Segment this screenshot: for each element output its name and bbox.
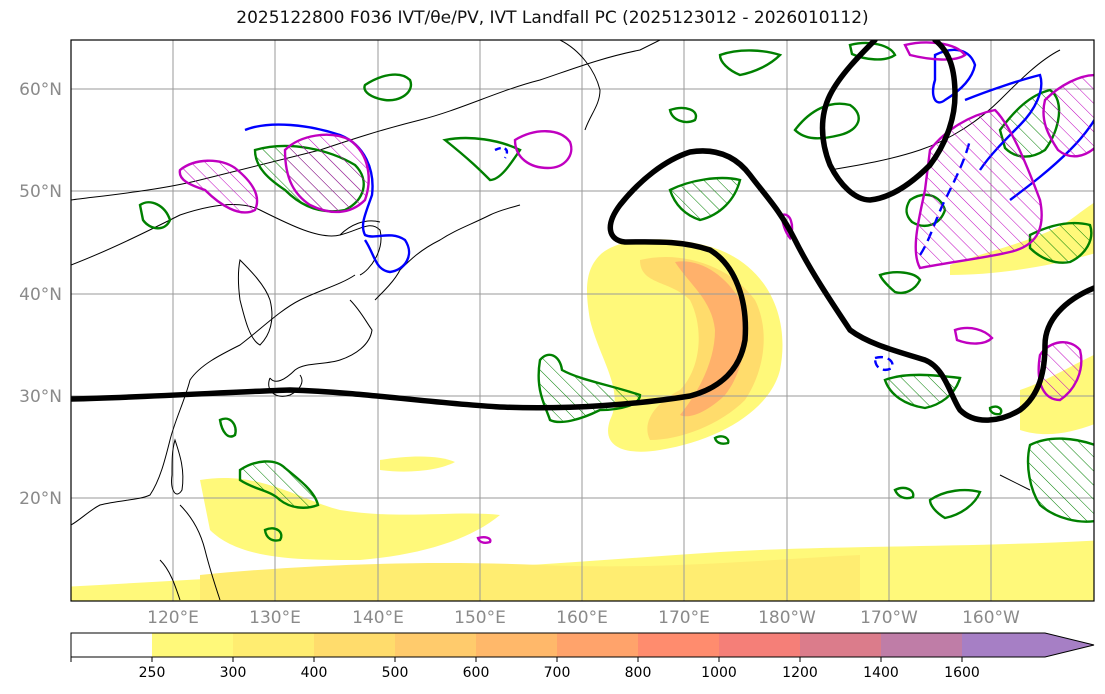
lon-label: 160°W [962, 608, 1020, 628]
colorbar-segment [71, 633, 152, 657]
colorbar-label: 1200 [782, 665, 818, 681]
lon-label: 120°E [147, 608, 199, 628]
colorbar-segment [233, 633, 314, 657]
colorbar-segment [557, 633, 638, 657]
latitude-labels: 60°N 50°N 40°N 30°N 20°N [19, 80, 62, 509]
lon-label: 180°W [758, 608, 816, 628]
lat-label: 30°N [19, 387, 62, 407]
lon-label: 150°E [454, 608, 506, 628]
colorbar-segment [881, 633, 962, 657]
lon-label: 160°E [556, 608, 608, 628]
colorbar-label: 1400 [863, 665, 899, 681]
map-frame [70, 39, 1095, 602]
lat-label: 50°N [19, 182, 62, 202]
map-title: 2025122800 F036 IVT/θe/PV, IVT Landfall … [236, 8, 869, 28]
colorbar-segment [719, 633, 800, 657]
colorbar-segment [314, 633, 395, 657]
coastlines [71, 40, 1061, 601]
lat-label: 20°N [19, 489, 62, 509]
landfall-pc-contours [178, 41, 1094, 544]
colorbar-segment [476, 633, 557, 657]
lon-label: 130°E [249, 608, 301, 628]
colorbar-label: 700 [544, 665, 571, 681]
colorbar-segment [395, 633, 476, 657]
theta-e-contours [71, 40, 1094, 423]
colorbar-segment [152, 633, 233, 657]
colorbar-segment [800, 633, 881, 657]
colorbar-segment [638, 633, 719, 657]
lon-label: 170°W [860, 608, 918, 628]
colorbar-segment [962, 633, 1094, 657]
colorbar-outline [70, 632, 1095, 658]
colorbar-label: 300 [220, 665, 247, 681]
lat-label: 60°N [19, 80, 62, 100]
ivt-colorbar: 250 300 400 500 600 700 800 1000 1200 1400 1600 [70, 632, 1095, 681]
colorbar-label: 400 [301, 665, 328, 681]
colorbar-label: 1600 [944, 665, 980, 681]
lat-label: 40°N [19, 285, 62, 305]
lon-label: 170°E [658, 608, 710, 628]
colorbar-label: 500 [382, 665, 409, 681]
colorbar-label: 600 [463, 665, 490, 681]
longitude-labels: 120°E 130°E 140°E 150°E 160°E 170°E 180°… [147, 608, 1020, 628]
colorbar-label: 800 [625, 665, 652, 681]
colorbar-label: 1000 [701, 665, 737, 681]
lon-label: 140°E [352, 608, 404, 628]
colorbar-label: 250 [139, 665, 166, 681]
